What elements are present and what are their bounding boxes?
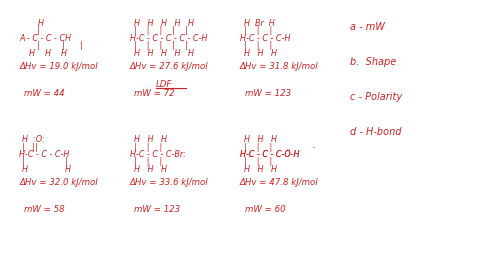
Text: |    |    |: | | | <box>244 143 272 151</box>
Text: H-C - C - C-O-H: H-C - C - C-O-H <box>240 150 300 159</box>
Text: a - mW: a - mW <box>350 22 385 32</box>
Text: H  :O:: H :O: <box>22 135 45 144</box>
Text: |    |    |: | | | <box>244 41 272 50</box>
Text: mW = 123: mW = 123 <box>134 205 180 214</box>
Text: ΔHv = 32.0 kJ/mol: ΔHv = 32.0 kJ/mol <box>19 178 98 187</box>
Text: ..: .. <box>313 143 317 148</box>
Text: |    |    |: | | | <box>134 157 163 166</box>
Text: H  Br  H: H Br H <box>244 19 275 28</box>
Text: |   ||: | || <box>22 143 37 151</box>
Text: H   H   H: H H H <box>134 165 168 174</box>
Text: |    |    |    |    |: | | | | | <box>134 26 188 35</box>
Text: H: H <box>37 19 43 28</box>
Text: H   H   H   H   H: H H H H H <box>134 49 194 58</box>
Text: ΔHv = 47.8 kJ/mol: ΔHv = 47.8 kJ/mol <box>240 178 319 187</box>
Text: |    |    |: | | | <box>134 143 163 151</box>
Text: H: H <box>65 165 71 174</box>
Text: H   H   H: H H H <box>244 135 277 144</box>
Text: ΔHv = 33.6 kJ/mol: ΔHv = 33.6 kJ/mol <box>130 178 208 187</box>
Text: |: | <box>37 26 40 35</box>
Text: |: | <box>62 41 65 50</box>
Text: H    H    H: H H H <box>29 49 67 58</box>
Text: H   H   H   H   H: H H H H H <box>134 19 194 28</box>
Text: mW = 44: mW = 44 <box>24 89 65 98</box>
Text: LDF: LDF <box>156 80 172 89</box>
Text: |: | <box>65 157 68 166</box>
Text: H: H <box>22 165 27 174</box>
Text: H   H   H: H H H <box>244 49 277 58</box>
Text: ΔHv = 31.8 kJ/mol: ΔHv = 31.8 kJ/mol <box>240 62 319 71</box>
Text: H-C - C - C-H: H-C - C - C-H <box>240 34 290 43</box>
Text: |    |    |: | | | <box>244 26 272 35</box>
Text: mW = 72: mW = 72 <box>134 89 175 98</box>
Text: |: | <box>37 41 40 50</box>
Text: |: | <box>22 157 24 166</box>
Text: mW = 60: mW = 60 <box>245 205 286 214</box>
Text: mW = 58: mW = 58 <box>24 205 65 214</box>
Text: A - C - C - CH: A - C - C - CH <box>19 34 71 43</box>
Text: |: | <box>80 41 83 50</box>
Text: ΔHv = 27.6 kJ/mol: ΔHv = 27.6 kJ/mol <box>130 62 208 71</box>
Text: mW = 123: mW = 123 <box>245 89 291 98</box>
Text: H-C - C - C-H: H-C - C - C-H <box>19 150 70 159</box>
Text: |    |    |: | | | <box>244 157 272 166</box>
Text: ΔHv = 19.0 kJ/mol: ΔHv = 19.0 kJ/mol <box>19 62 98 71</box>
Text: d - H-bond: d - H-bond <box>350 127 402 137</box>
Text: H   H   H: H H H <box>134 135 168 144</box>
Text: H-C - C - C - C - C-H: H-C - C - C - C - C-H <box>130 34 207 43</box>
Text: |    |    |    |    |: | | | | | <box>134 41 188 50</box>
Text: b.  Shape: b. Shape <box>350 57 396 67</box>
Text: H   H   H: H H H <box>244 165 277 174</box>
Text: H-C - C - C-Br:: H-C - C - C-Br: <box>130 150 185 159</box>
Text: H-C - C - C-Ö-H: H-C - C - C-Ö-H <box>240 150 300 159</box>
Text: c - Polarity: c - Polarity <box>350 92 403 102</box>
